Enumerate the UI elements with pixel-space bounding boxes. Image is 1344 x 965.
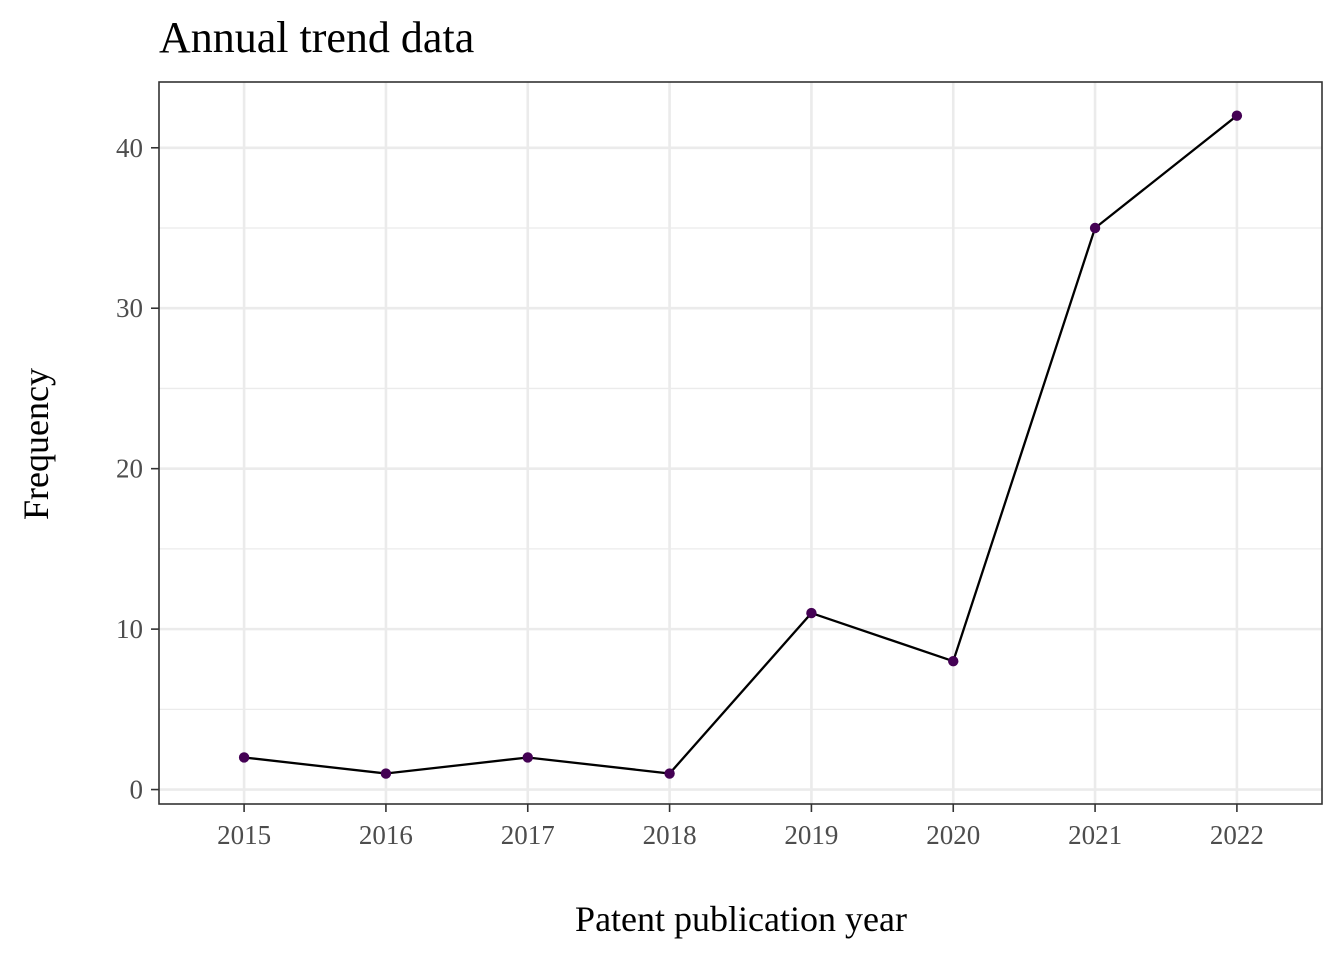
panel-border — [159, 82, 1322, 804]
x-tick-label: 2016 — [359, 820, 413, 850]
data-point — [948, 656, 958, 666]
data-point — [806, 608, 816, 618]
y-tick-label: 40 — [116, 133, 143, 163]
x-axis-title: Patent publication year — [575, 899, 907, 939]
x-tick-label: 2019 — [784, 820, 838, 850]
chart-title: Annual trend data — [159, 13, 474, 62]
x-tick-label: 2022 — [1210, 820, 1264, 850]
x-tick-label: 2021 — [1068, 820, 1122, 850]
data-point — [523, 752, 533, 762]
data-point — [1232, 110, 1242, 120]
x-tick-label: 2018 — [643, 820, 697, 850]
series-layer — [239, 110, 1242, 778]
y-tick-label: 30 — [116, 293, 143, 323]
data-point — [239, 752, 249, 762]
x-tick-label: 2015 — [217, 820, 271, 850]
y-tick-label: 20 — [116, 454, 143, 484]
x-tick-label: 2020 — [926, 820, 980, 850]
data-point — [1090, 223, 1100, 233]
y-tick-label: 0 — [130, 775, 144, 805]
series-line — [244, 116, 1237, 774]
y-axis-title: Frequency — [16, 368, 56, 520]
grid-layer — [159, 82, 1322, 804]
x-tick-label: 2017 — [501, 820, 555, 850]
data-point — [381, 768, 391, 778]
data-point — [664, 768, 674, 778]
y-tick-label: 10 — [116, 614, 143, 644]
